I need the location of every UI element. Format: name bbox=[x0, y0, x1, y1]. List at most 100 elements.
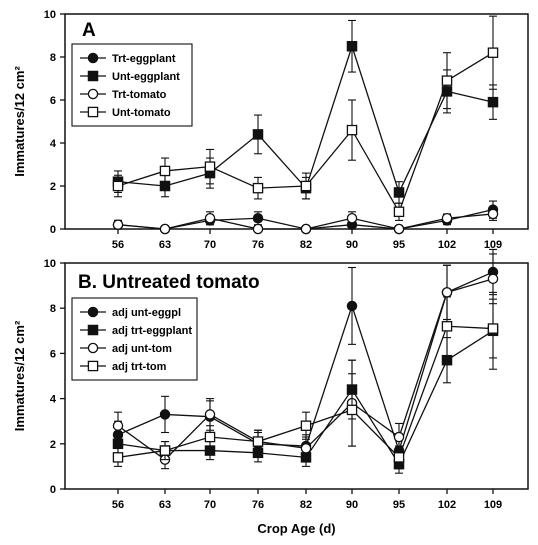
panel-label: B. Untreated tomato bbox=[78, 272, 260, 293]
data-point bbox=[159, 165, 171, 177]
data-point bbox=[204, 161, 216, 172]
data-point bbox=[393, 187, 405, 198]
data-point bbox=[487, 208, 499, 220]
y-tick-label: 0 bbox=[50, 224, 56, 236]
data-point bbox=[300, 443, 312, 454]
data-point bbox=[112, 438, 124, 450]
data-point bbox=[393, 452, 405, 463]
y-tick-label: 0 bbox=[50, 484, 56, 496]
x-tick-label: 76 bbox=[252, 239, 264, 251]
data-point bbox=[487, 47, 499, 58]
plot-frame bbox=[64, 262, 529, 490]
data-point bbox=[393, 223, 405, 235]
legend-marker bbox=[87, 324, 99, 336]
x-axis-title: Crop Age (d) bbox=[257, 521, 335, 536]
x-tick-label: 90 bbox=[346, 499, 358, 511]
x-tick-label: 56 bbox=[112, 499, 124, 511]
data-point bbox=[252, 212, 264, 224]
y-tick-label: 2 bbox=[50, 439, 56, 451]
x-tick-label: 56 bbox=[112, 239, 124, 251]
panel-a: 0 2 4 6 8 10 56 63 70 76 82 90 95 102 109 Immatures/12 … bbox=[12, 9, 529, 251]
data-point bbox=[112, 452, 124, 463]
legend-marker bbox=[87, 52, 99, 64]
data-point bbox=[159, 223, 171, 235]
legend-label: adj trt-eggplant bbox=[112, 325, 192, 337]
legend-marker bbox=[87, 342, 99, 354]
y-tick-label: 6 bbox=[50, 348, 56, 360]
x-tick-label: 82 bbox=[300, 499, 312, 511]
y-tick-label: 2 bbox=[50, 181, 56, 193]
x-tick-label: 82 bbox=[300, 239, 312, 251]
data-point bbox=[112, 219, 124, 230]
legend-label: adj unt-tom bbox=[112, 343, 172, 355]
y-axis-title: Immatures/12 cm² bbox=[12, 66, 27, 177]
legend-marker bbox=[87, 70, 99, 82]
x-tick-label: 109 bbox=[484, 499, 502, 511]
series-3 bbox=[112, 15, 499, 221]
legend-label: Unt-eggplant bbox=[112, 71, 180, 83]
data-point bbox=[346, 41, 358, 52]
data-point bbox=[441, 287, 453, 298]
x-tick-label: 63 bbox=[159, 499, 171, 511]
data-point bbox=[393, 206, 405, 218]
data-point bbox=[346, 300, 358, 312]
x-tick-label: 76 bbox=[252, 499, 264, 511]
x-tick-label: 109 bbox=[484, 239, 502, 251]
y-tick-label: 10 bbox=[44, 258, 56, 270]
data-point bbox=[252, 129, 264, 140]
data-point bbox=[252, 436, 264, 447]
data-point bbox=[159, 409, 171, 420]
data-point bbox=[487, 273, 499, 285]
series-2 bbox=[112, 206, 499, 235]
legend: adj unt-eggpl adj trt-eggplant adj unt-tom… bbox=[71, 297, 198, 381]
legend-marker bbox=[87, 360, 99, 372]
data-point bbox=[300, 223, 312, 235]
legend-label: Trt-tomato bbox=[112, 89, 167, 101]
y-tick-label: 4 bbox=[50, 138, 57, 150]
data-point bbox=[393, 431, 405, 443]
data-point bbox=[300, 420, 312, 431]
data-point bbox=[346, 124, 358, 136]
data-point bbox=[204, 431, 216, 443]
x-tick-label: 90 bbox=[346, 239, 358, 251]
x-tick-label: 70 bbox=[204, 499, 216, 511]
x-tick-label: 102 bbox=[438, 239, 456, 251]
y-axis-title: Immatures/12 cm² bbox=[12, 320, 27, 431]
data-point bbox=[204, 212, 216, 224]
data-point bbox=[441, 354, 453, 366]
legend-marker bbox=[87, 106, 99, 118]
y-tick-label: 8 bbox=[50, 303, 56, 315]
data-point bbox=[346, 212, 358, 224]
x-tick-label: 102 bbox=[438, 499, 456, 511]
data-point bbox=[487, 96, 499, 108]
panel-label: A bbox=[82, 20, 96, 41]
x-tick-label: 70 bbox=[204, 239, 216, 251]
legend-label: adj trt-tom bbox=[112, 361, 167, 373]
legend-marker bbox=[87, 306, 99, 318]
legend-label: Trt-eggplant bbox=[112, 53, 176, 65]
legend: Trt-eggplant Unt-eggplant Trt-tomato Unt-to… bbox=[71, 43, 193, 127]
panel-b: 0 2 4 6 8 10 56 63 70 76 82 90 95 102 109 Immatures/12 … bbox=[12, 248, 529, 536]
x-tick-label: 63 bbox=[159, 239, 171, 251]
data-point bbox=[159, 445, 171, 456]
data-point bbox=[252, 223, 264, 235]
y-tick-label: 4 bbox=[50, 394, 57, 406]
data-point bbox=[441, 212, 453, 224]
data-point bbox=[346, 404, 358, 416]
data-point bbox=[300, 180, 312, 192]
x-tick-label: 95 bbox=[393, 239, 405, 251]
data-point bbox=[112, 180, 124, 192]
y-tick-label: 8 bbox=[50, 52, 56, 64]
data-point bbox=[252, 182, 264, 194]
legend-label: Unt-tomato bbox=[112, 107, 171, 119]
series-3 bbox=[112, 296, 499, 470]
y-tick-label: 6 bbox=[50, 95, 56, 107]
data-point bbox=[112, 420, 124, 431]
legend-marker bbox=[87, 88, 99, 100]
y-tick-label: 10 bbox=[44, 9, 56, 21]
legend-label: adj unt-eggpl bbox=[112, 307, 181, 319]
data-point bbox=[441, 321, 453, 332]
x-tick-label: 95 bbox=[393, 499, 405, 511]
data-point bbox=[441, 75, 453, 86]
